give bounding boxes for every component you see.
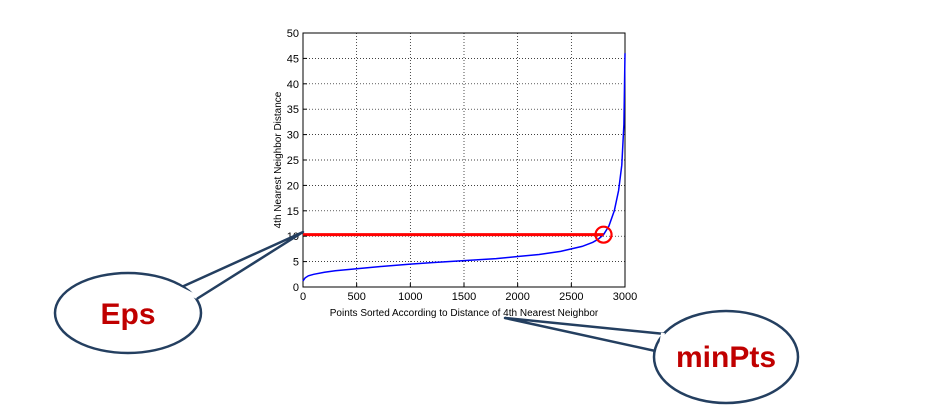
y-tick-label: 5 xyxy=(293,257,299,269)
knee-marker xyxy=(594,225,613,244)
x-tick-label: 2000 xyxy=(505,291,529,303)
x-tick-label: 3000 xyxy=(613,291,637,303)
plot-area xyxy=(302,53,626,282)
y-tick-label: 30 xyxy=(287,130,299,142)
x-tick-label: 500 xyxy=(347,291,365,303)
y-tick-label: 20 xyxy=(287,180,299,192)
eps-callout-pointer xyxy=(173,230,305,302)
grid-lines xyxy=(302,32,626,288)
tick-labels: 0500100015002000250030000510152025303540… xyxy=(287,28,637,303)
eps-label: Eps xyxy=(100,298,155,331)
minpts-callout-bubble xyxy=(652,309,800,405)
eps-callout-bubble xyxy=(53,271,203,355)
y-tick-label: 25 xyxy=(287,155,299,167)
y-tick-label: 0 xyxy=(293,282,299,294)
minpts-callout-pointer xyxy=(503,316,667,354)
minpts-label: minPts xyxy=(676,341,776,374)
y-tick-label: 35 xyxy=(287,104,299,116)
y-tick-label: 45 xyxy=(287,53,299,65)
y-tick-label: 50 xyxy=(287,28,299,40)
x-tick-label: 1500 xyxy=(452,291,476,303)
x-tick-label: 0 xyxy=(300,291,306,303)
y-tick-label: 40 xyxy=(287,79,299,91)
x-axis-label: Points Sorted According to Distance of 4… xyxy=(330,308,599,319)
distance-curve xyxy=(302,53,626,282)
y-axis-label: 4th Nearest Neighbor Distance xyxy=(273,91,284,228)
minpts-callout: minPts xyxy=(503,309,800,405)
eps-callout: Eps xyxy=(53,230,305,355)
x-tick-label: 1000 xyxy=(398,291,422,303)
x-tick-label: 2500 xyxy=(559,291,583,303)
y-tick-label: 15 xyxy=(287,206,299,218)
